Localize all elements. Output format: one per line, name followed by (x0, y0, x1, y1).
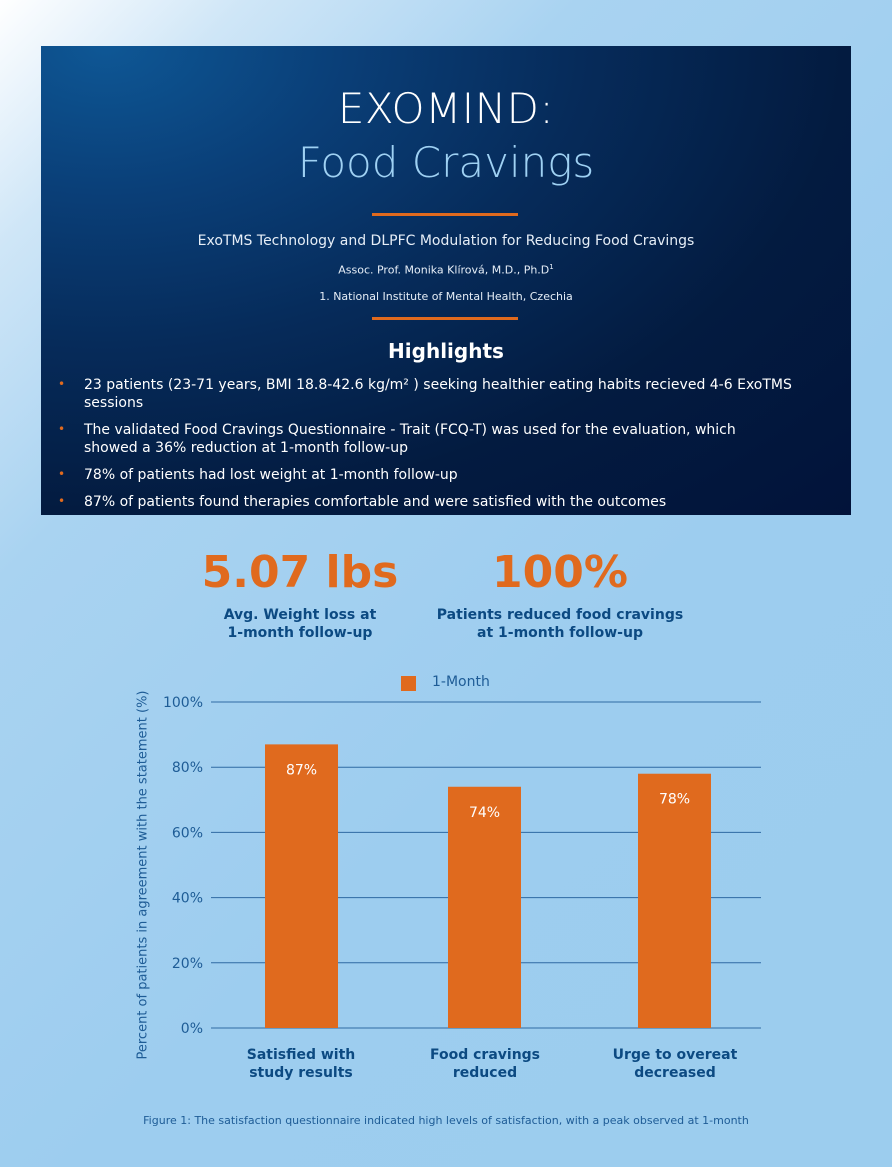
highlight-item: • 23 patients (23-71 years, BMI 18.8-42.6… (57, 376, 837, 412)
author: Assoc. Prof. Monika Klírová, M.D., Ph.D1 (41, 263, 851, 277)
subtitle: ExoTMS Technology and DLPFC Modulation f… (197, 233, 695, 249)
bar (448, 786, 521, 1028)
category-label-line: reduced (452, 1065, 518, 1081)
bar-value-label: 78% (659, 792, 690, 808)
legend-label: 1-Month (432, 674, 490, 690)
title-line-2: Food Cravings (297, 138, 595, 187)
stat-weight-loss-label: Avg. Weight loss at 1-month follow-up (170, 606, 430, 642)
bar (265, 744, 338, 1028)
stat-label-line: 1-month follow-up (227, 625, 373, 641)
stat-label-line: at 1-month follow-up (477, 625, 643, 641)
stat-weight-loss-value: 5.07 lbs (201, 547, 399, 598)
bullet-icon: • (58, 494, 66, 508)
y-tick-label: 60% (172, 825, 203, 841)
stat-label-line: Avg. Weight loss at (223, 607, 377, 623)
bar (638, 773, 711, 1028)
highlights-title: Highlights (388, 339, 504, 363)
divider-bottom (372, 317, 518, 320)
bullet-icon: • (58, 467, 66, 481)
highlight-item: • The validated Food Cravings Questionnai… (57, 421, 774, 457)
highlight-text: 87% of patients found therapies comforta… (84, 494, 667, 510)
author-superscript: 1 (549, 263, 554, 271)
affiliation: 1. National Institute of Mental Health, … (319, 290, 573, 303)
y-tick-label: 100% (163, 695, 203, 711)
category-label: Satisfied with study results (221, 1046, 381, 1082)
category-label: Urge to overeat decreased (594, 1046, 756, 1082)
y-tick-label: 40% (172, 891, 203, 907)
author-name: Assoc. Prof. Monika Klírová, M.D., Ph.D (338, 263, 550, 277)
legend-swatch (401, 676, 416, 691)
highlight-text: 78% of patients had lost weight at 1-mon… (84, 467, 458, 483)
highlight-text: 23 patients (23-71 years, BMI 18.8-42.6 … (84, 377, 792, 411)
y-tick-label: 80% (172, 760, 203, 776)
category-label-line: decreased (634, 1065, 716, 1081)
y-tick-label: 0% (181, 1021, 203, 1037)
highlight-item: • 87% of patients found therapies comfort… (57, 493, 837, 511)
header-panel: EXOMIND: Food Cravings ExoTMS Technology… (41, 46, 851, 515)
highlight-text: The validated Food Cravings Questionnair… (84, 422, 736, 456)
y-axis-label: Percent of patients in agreement with th… (135, 690, 151, 1060)
category-label: Food cravings reduced (405, 1046, 565, 1082)
stat-cravings-value: 100% (492, 547, 628, 598)
bullet-icon: • (58, 422, 66, 436)
bar-value-label: 74% (469, 805, 500, 821)
category-label-line: Urge to overeat (612, 1047, 738, 1063)
y-tick-label: 20% (172, 956, 203, 972)
stat-label-line: Patients reduced food cravings (436, 607, 684, 623)
divider-top (372, 213, 518, 216)
bullet-icon: • (58, 377, 66, 391)
stat-cravings-label: Patients reduced food cravings at 1-mont… (410, 606, 710, 642)
category-label-line: Food cravings (429, 1047, 541, 1063)
highlights-list: • 23 patients (23-71 years, BMI 18.8-42.6… (57, 376, 837, 520)
bar-value-label: 87% (286, 762, 317, 778)
highlight-item: • 78% of patients had lost weight at 1-mo… (57, 466, 837, 484)
category-label-line: study results (249, 1065, 353, 1081)
category-label-line: Satisfied with (246, 1047, 356, 1063)
figure-caption: Figure 1: The satisfaction questionnaire… (143, 1114, 749, 1127)
title-line-1: EXOMIND: (337, 84, 555, 133)
